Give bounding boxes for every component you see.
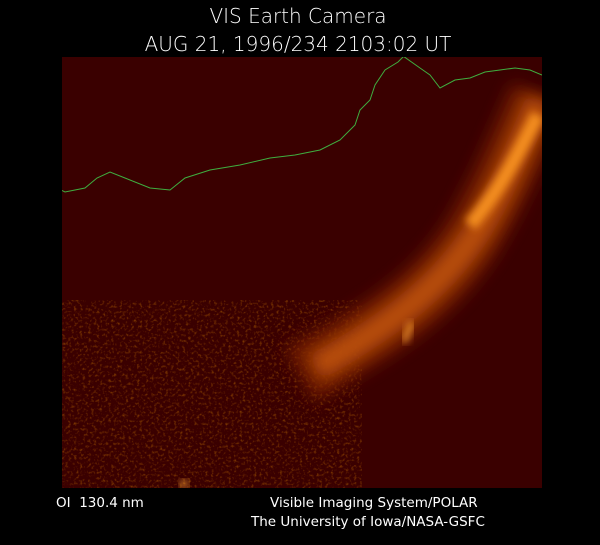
bright-pixel bbox=[180, 480, 188, 488]
coastline bbox=[403, 57, 542, 89]
aurora-core bbox=[464, 111, 542, 230]
credit-line: Visible Imaging System/POLAR bbox=[270, 495, 478, 511]
coastline bbox=[62, 57, 404, 193]
credit-line: The University of Iowa/NASA-GSFC bbox=[250, 514, 485, 530]
aurora-spot bbox=[401, 321, 415, 343]
filter-label: OI 130.4 nm bbox=[56, 495, 144, 511]
image-timestamp: AUG 21, 1996/234 2103:02 UT bbox=[145, 32, 452, 56]
camera-image bbox=[62, 57, 542, 488]
image-title: VIS Earth Camera bbox=[209, 4, 386, 28]
